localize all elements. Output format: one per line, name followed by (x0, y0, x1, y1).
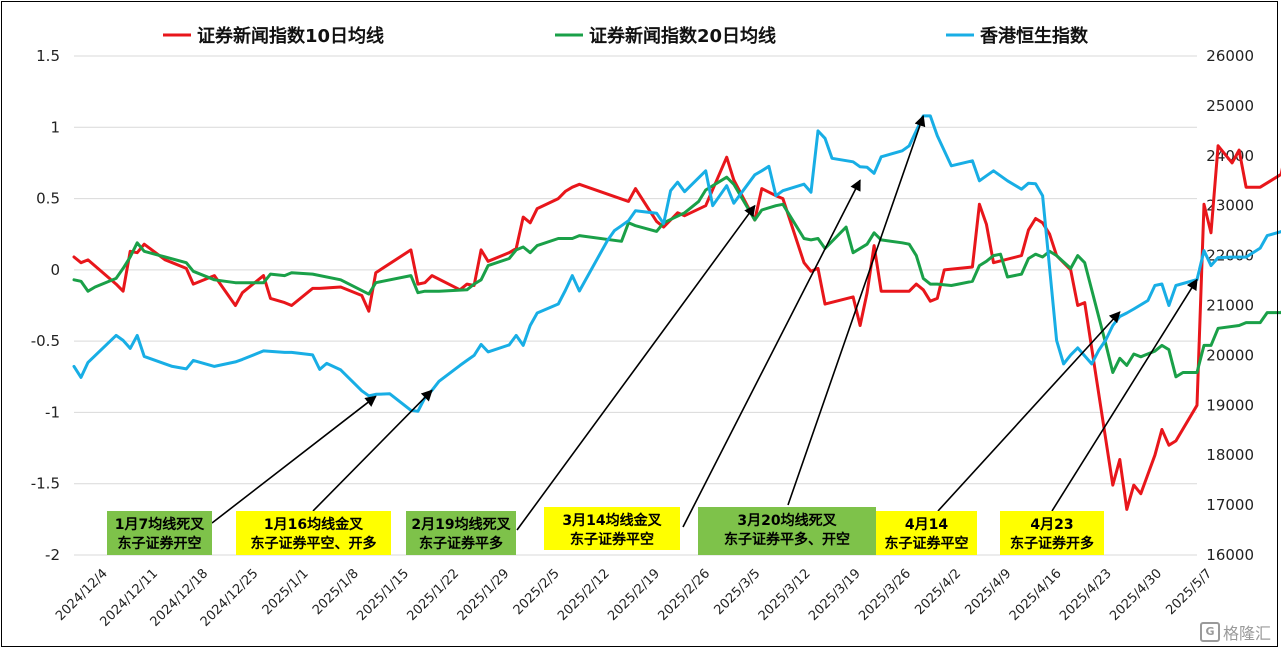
annotation-arrow (682, 179, 861, 528)
annotation-line1: 4月14 (905, 517, 948, 533)
x-axis-tick-label: 2025/2/26 (655, 566, 713, 624)
legend-item-hsi: 香港恒生指数 (979, 25, 1089, 47)
annotation-arrow (1051, 278, 1198, 512)
annotation-box (698, 507, 876, 555)
annotation-line2: 东子证券平空 (570, 531, 654, 548)
right-axis-tick-label: 19000 (1206, 396, 1254, 414)
annotation-arrow (211, 395, 377, 524)
right-axis-tick-label: 20000 (1206, 346, 1254, 364)
right-axis-tick-label: 21000 (1206, 297, 1254, 315)
x-axis-tick-label: 2025/2/5 (511, 566, 563, 618)
annotation-line1: 3月20均线死叉 (737, 512, 837, 529)
annotation-arrow (516, 204, 756, 531)
annotation-line2: 东子证券平空 (885, 535, 969, 552)
annotation-arrow (312, 389, 433, 512)
x-axis-tick-label: 2025/3/19 (806, 566, 864, 624)
annotation-line1: 1月16均线金叉 (264, 516, 364, 533)
left-axis-tick-label: -1.5 (31, 475, 60, 493)
left-axis-tick-label: 1.5 (36, 47, 60, 65)
annotation-line2: 东子证券开空 (118, 535, 202, 552)
series-line-20d-ma (72, 175, 1281, 379)
x-axis-tick-label: 2025/3/26 (856, 566, 914, 624)
annotation-arrow (937, 311, 1121, 512)
x-axis-tick-label: 2025/5/7 (1163, 566, 1215, 618)
left-axis-tick-label: -2 (45, 546, 60, 564)
legend-item-20d-ma: 证券新闻指数20日均线 (589, 25, 776, 47)
right-axis-tick-label: 23000 (1206, 197, 1254, 215)
x-axis-tick-label: 2025/4/30 (1107, 566, 1165, 624)
x-axis-tick-label: 2025/3/12 (756, 566, 814, 624)
gelonghui-logo-icon: G (1199, 622, 1220, 642)
series-line-hsi (72, 114, 1281, 413)
legend-item-10d-ma: 证券新闻指数10日均线 (197, 25, 384, 47)
left-axis-tick-label: -0.5 (31, 332, 60, 350)
annotation-line1: 4月23 (1030, 517, 1073, 533)
x-axis-tick-label: 2025/1/15 (354, 566, 412, 624)
series-line-10d-ma (72, 144, 1281, 511)
right-axis-tick-label: 18000 (1206, 446, 1254, 464)
x-axis-tick-label: 2025/1/8 (310, 566, 362, 618)
left-axis-tick-label: 0 (50, 261, 60, 279)
left-axis-tick-label: -1 (45, 403, 60, 421)
x-axis-tick-label: 2025/4/16 (1007, 566, 1065, 624)
annotation-line2: 东子证券平多 (419, 535, 503, 552)
right-axis-tick-label: 17000 (1206, 496, 1254, 514)
x-axis-tick-label: 2025/4/2 (912, 566, 964, 618)
right-axis-tick-label: 26000 (1206, 47, 1254, 65)
annotation-line1: 3月14均线金叉 (562, 512, 662, 529)
x-axis-tick-label: 2025/4/23 (1057, 566, 1115, 624)
right-axis-tick-label: 25000 (1206, 97, 1254, 115)
annotation-line2: 东子证券平空、开多 (251, 535, 377, 552)
x-axis-tick-label: 2025/1/1 (260, 566, 312, 618)
annotation-arrow (787, 114, 926, 506)
annotation-line2: 东子证券开多 (1010, 535, 1094, 552)
x-axis-tick-label: 2025/2/19 (605, 566, 663, 624)
annotation-line2: 东子证券平多、开空 (724, 531, 850, 548)
annotation-box (876, 511, 977, 555)
annotation-line1: 2月19均线死叉 (411, 516, 511, 533)
x-axis-tick-label: 2025/4/9 (963, 566, 1015, 618)
annotation-box (406, 511, 516, 555)
annotation-line1: 1月7均线死叉 (115, 516, 205, 533)
annotation-box (1000, 511, 1104, 555)
right-axis-tick-label: 22000 (1206, 247, 1254, 265)
left-axis-tick-label: 0.5 (36, 190, 60, 208)
x-axis-tick-label: 2025/2/12 (555, 566, 613, 624)
x-axis-tick-label: 2025/1/29 (455, 566, 513, 624)
right-axis-tick-label: 16000 (1206, 546, 1254, 564)
x-axis-tick-label: 2025/1/22 (404, 566, 462, 624)
left-axis-tick-label: 1 (50, 118, 60, 136)
watermark-text: 格隆汇 (1222, 624, 1271, 643)
x-axis-tick-label: 2025/3/5 (712, 566, 764, 618)
watermark: G 格隆汇 (1199, 620, 1271, 644)
annotation-box (107, 511, 212, 555)
annotation-box (236, 511, 391, 555)
annotation-box (544, 507, 680, 550)
